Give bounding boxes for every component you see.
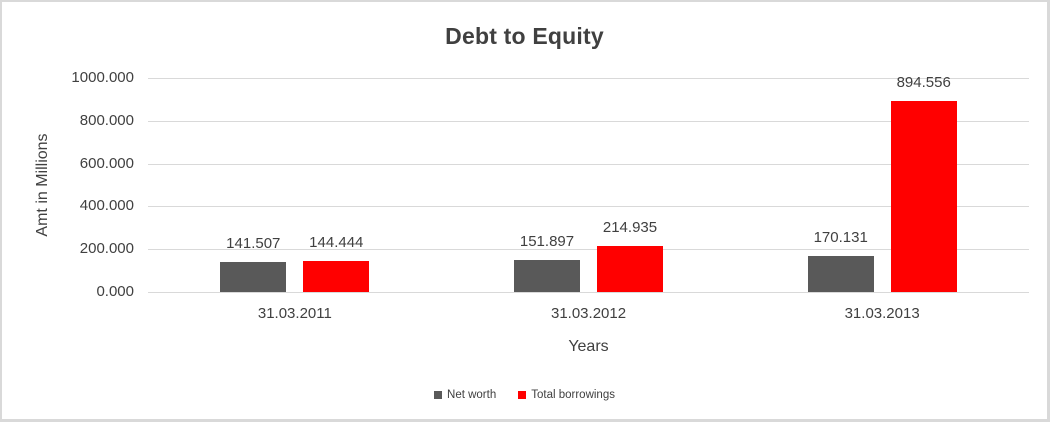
bar-value-label: 214.935 — [602, 219, 658, 236]
gridline — [148, 249, 1029, 251]
legend: Net worth Total borrowings — [2, 389, 1047, 401]
bar-value-label: 151.897 — [519, 232, 575, 250]
x-category-label: 31.03.2011 — [257, 305, 332, 322]
legend-swatch-icon — [434, 391, 443, 399]
gridline — [148, 206, 1029, 208]
bar-total-borrowings-31-03-2013 — [890, 100, 957, 292]
bar-value-label: 894.556 — [896, 73, 951, 91]
legend-item-net-worth: Net worth — [434, 389, 496, 401]
y-tick-label: 1000.000 — [71, 69, 134, 86]
y-tick-label: 200.000 — [79, 240, 134, 258]
bar-net-worth-31-03-2013 — [807, 255, 874, 292]
bar-total-borrowings-31-03-2012 — [597, 246, 663, 292]
bar-value-label: 170.131 — [813, 228, 868, 246]
y-tick-label: 600.000 — [79, 154, 134, 172]
y-tick-label: 800.000 — [79, 111, 134, 129]
plot-area — [148, 78, 1029, 293]
chart-title: Debt to Equity — [445, 23, 604, 49]
x-axis-title: Years — [568, 338, 609, 355]
legend-label: Total borrowings — [531, 389, 615, 401]
bar-value-label: 144.444 — [309, 234, 364, 252]
gridline — [148, 120, 1029, 122]
gridline — [148, 292, 1029, 293]
y-tick-label: 400.000 — [79, 197, 134, 215]
bar-net-worth-31-03-2012 — [514, 259, 580, 292]
gridline — [148, 163, 1029, 165]
legend-label: Net worth — [447, 389, 497, 401]
legend-swatch-icon — [518, 391, 527, 399]
y-tick-label: 0.000 — [96, 283, 134, 300]
gridline — [148, 78, 1029, 79]
y-axis-title-text: Amt in Millions — [34, 133, 51, 237]
bar-value-label: 141.507 — [226, 234, 281, 252]
bar-net-worth-31-03-2011 — [220, 261, 287, 292]
legend-item-total-borrowings: Total borrowings — [518, 389, 615, 401]
x-category-label: 31.03.2013 — [844, 305, 920, 322]
x-category-label: 31.03.2012 — [550, 305, 627, 322]
bar-total-borrowings-31-03-2011 — [303, 261, 370, 292]
